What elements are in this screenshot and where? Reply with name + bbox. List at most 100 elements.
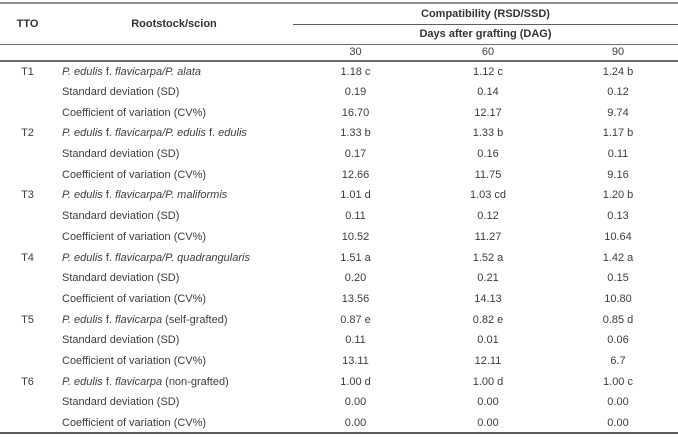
table-row-treatment: T4 P. edulis f. flavicarpa/P. quadrangula… [0,247,678,268]
tto-cell-empty [0,392,55,413]
column-header-dag-60: 60 [418,44,558,62]
species-name-roman: f. [102,251,116,264]
value-cell-dag90: 0.12 [607,86,629,99]
value-cell-dag60: 0.14 [477,86,499,99]
value-cell-dag30: 1.18 c [340,65,371,78]
table-row-sd: Standard deviation (SD) 0.20 0.21 0.15 [0,268,678,289]
column-header-days-after-grafting: Days after grafting (DAG) [293,24,678,45]
scion-cell: P. edulis f. flavicarpa/P. quadrangulari… [55,247,293,268]
scion-cell: P. edulis f. flavicarpa/P. edulis f. edu… [55,123,293,144]
column-header-rootstock-scion: Rootstock/scion [55,3,293,45]
tto-cell: T3 [21,189,34,202]
species-name: flavicarpa [115,375,163,388]
value-cell-dag30: 10.52 [341,230,370,243]
header-spacer-rootstock [55,44,293,62]
value-cell-dag30: 16.70 [341,106,370,119]
tto-cell: T1 [21,65,34,78]
value-cell-dag30: 12.66 [341,168,370,181]
sd-label-cell: Standard deviation (SD) [62,396,180,409]
sd-label-cell: Standard deviation (SD) [62,272,180,285]
value-cell-dag30: 0.19 [344,86,367,99]
cv-label-cell: Coefficient of variation (CV%) [62,168,207,181]
cv-label-cell: Coefficient of variation (CV%) [62,230,207,243]
value-cell-dag60: 0.82 e [472,313,504,326]
value-cell-dag30: 0.20 [344,272,367,285]
table-header: TTO Rootstock/scion Compatibility (RSD/S… [0,3,678,62]
cv-label-cell: Coefficient of variation (CV%) [62,354,207,367]
species-name: flavicarpa/P. maliformis [115,189,228,202]
tto-cell-empty [0,102,55,123]
value-cell-dag60: 11.27 [474,230,502,243]
species-name-roman: (self-grafted) [162,313,228,326]
sd-label-cell: Standard deviation (SD) [62,86,180,99]
species-name: flavicarpa [115,313,163,326]
species-name-roman: f. [102,65,116,78]
tto-cell-empty [0,144,55,165]
species-name-roman: f. [102,127,116,140]
value-cell-dag60: 0.00 [477,396,499,409]
species-name: flavicarpa/P. edulis [115,127,206,140]
value-cell-dag90: 0.15 [607,272,629,285]
tto-cell: T5 [21,313,34,326]
species-name: P. edulis [62,251,103,264]
value-cell-dag60: 11.75 [474,168,502,181]
cv-label-cell: Coefficient of variation (CV%) [62,416,207,429]
species-name-roman: (non-grafted) [162,375,229,388]
value-cell-dag90: 0.11 [607,148,629,161]
value-cell-dag30: 1.33 b [340,127,371,140]
species-name: flavicarpa/P. quadrangularis [115,251,250,264]
value-cell-dag60: 0.01 [477,334,499,347]
table-row-sd: Standard deviation (SD) 0.11 0.12 0.13 [0,206,678,227]
value-cell-dag90: 9.74 [607,106,629,119]
value-cell-dag60: 1.33 b [472,127,504,140]
value-cell-dag30: 13.56 [341,292,370,305]
table-body: T1 P. edulis f. flavicarpa/P. alata 1.18 c… [0,61,678,433]
table-row-sd: Standard deviation (SD) 0.00 0.00 0.00 [0,392,678,413]
species-name-roman: f. [205,127,219,140]
value-cell-dag30: 0.11 [345,334,366,347]
species-name: edulis [218,127,247,140]
table-row-cv: Coefficient of variation (CV%) 16.70 12.17… [0,102,678,123]
value-cell-dag30: 0.00 [344,416,367,429]
value-cell-dag30: 1.00 d [340,375,371,388]
sd-label-cell: Standard deviation (SD) [62,210,180,223]
sd-label-cell: Standard deviation (SD) [62,148,180,161]
value-cell-dag90: 9.16 [607,168,629,181]
tto-cell-empty [0,413,55,434]
species-name-roman: f. [102,313,116,326]
value-cell-dag60: 12.11 [474,354,502,367]
cv-label-cell: Coefficient of variation (CV%) [62,292,207,305]
table-row-sd: Standard deviation (SD) 0.11 0.01 0.06 [0,330,678,351]
value-cell-dag60: 0.21 [477,272,499,285]
value-cell-dag60: 0.16 [477,148,499,161]
tto-cell-empty [0,330,55,351]
value-cell-dag30: 0.17 [344,148,367,161]
table-row-treatment: T6 P. edulis f. flavicarpa (non-grafted) 1… [0,371,678,392]
value-cell-dag90: 1.20 b [602,189,634,202]
tto-cell-empty [0,206,55,227]
tto-cell-empty [0,82,55,103]
value-cell-dag30: 0.00 [344,396,367,409]
value-cell-dag90: 1.42 a [602,251,634,264]
header-row-dag: Days after grafting (DAG) [0,24,678,45]
value-cell-dag60: 0.12 [477,210,499,223]
value-cell-dag60: 14.13 [474,292,502,305]
species-name: P. edulis [62,313,103,326]
value-cell-dag90: 1.24 b [602,65,634,78]
tto-cell: T4 [21,251,34,264]
tto-cell: T6 [21,375,34,388]
table-row-cv: Coefficient of variation (CV%) 10.52 11.27… [0,227,678,248]
table-row-treatment: T5 P. edulis f. flavicarpa (self-grafted)… [0,309,678,330]
species-name-roman: f. [102,189,116,202]
cv-label-cell: Coefficient of variation (CV%) [62,106,207,119]
tto-cell-empty [0,227,55,248]
species-name: flavicarpa/P. alata [115,65,202,78]
value-cell-dag90: 10.80 [604,292,632,305]
tto-cell: T2 [21,127,34,140]
value-cell-dag90: 0.06 [607,334,629,347]
table-row-sd: Standard deviation (SD) 0.17 0.16 0.11 [0,144,678,165]
table-row-treatment: T1 P. edulis f. flavicarpa/P. alata 1.18 c… [0,61,678,82]
column-header-compatibility: Compatibility (RSD/SSD) [293,3,678,25]
value-cell-dag60: 1.03 cd [469,189,507,202]
